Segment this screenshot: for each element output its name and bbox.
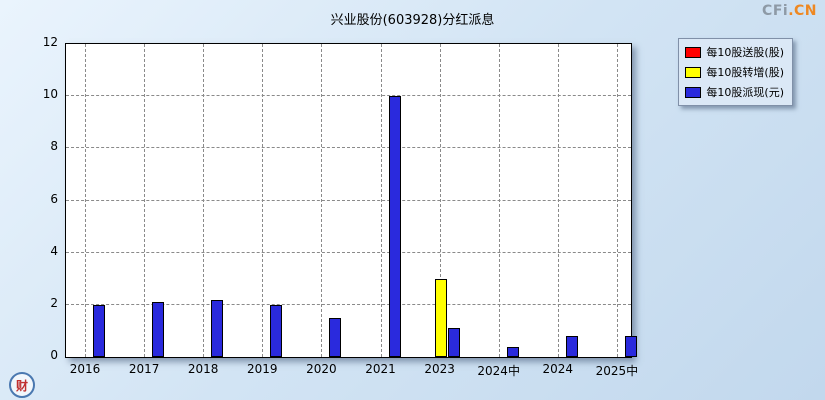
plot-area	[65, 43, 637, 358]
legend-label: 每10股送股(股)	[706, 46, 784, 59]
y-axis-tick-label: 8	[50, 139, 58, 154]
bar	[624, 336, 637, 357]
x-axis-tick-label: 2024中	[477, 364, 520, 378]
x-axis-tick-label: 2025中	[595, 364, 639, 378]
legend-item: 每10股送股(股)	[685, 44, 784, 60]
v-gridline	[262, 44, 264, 357]
legend-swatch	[685, 46, 702, 58]
y-axis-tick-label: 6	[50, 191, 58, 206]
bar	[447, 328, 460, 357]
bar	[270, 304, 283, 357]
legend-item: 每10股转增(股)	[685, 64, 784, 80]
legend-label: 每10股转增(股)	[706, 66, 784, 79]
legend-label: 每10股派现(元)	[706, 86, 784, 99]
x-axis-tick-label: 2021	[365, 362, 396, 376]
v-gridline	[380, 44, 382, 357]
h-gridline	[66, 95, 631, 97]
x-axis-tick-label: 2018	[187, 362, 219, 376]
bar	[565, 336, 578, 357]
bar	[93, 304, 105, 357]
chart-title: 兴业股份(603928)分红派息	[330, 13, 495, 28]
v-gridline	[144, 44, 146, 357]
h-gridline	[66, 303, 631, 305]
bar	[388, 96, 401, 357]
x-axis-tick-label: 2017	[128, 362, 160, 376]
bar	[434, 278, 447, 357]
y-axis-tick-label: 12	[42, 35, 58, 49]
h-gridline	[66, 147, 631, 149]
y-axis-tick-label: 10	[42, 87, 58, 102]
v-gridline	[498, 44, 500, 357]
bar	[329, 317, 342, 357]
v-gridline	[616, 44, 618, 357]
cfi-seal-logo: 财	[9, 372, 35, 398]
v-gridline	[321, 44, 323, 357]
cfi-seal-text: 财	[15, 378, 28, 393]
cfi-cn-logo: CFi.CN	[762, 3, 817, 19]
v-gridline	[85, 44, 86, 357]
legend-swatch	[685, 86, 702, 98]
v-gridline	[557, 44, 559, 357]
y-axis-tick-label: 4	[50, 243, 58, 258]
bar	[211, 299, 224, 357]
x-axis-tick-label: 2019	[247, 362, 278, 376]
h-gridline	[66, 251, 631, 253]
legend-item: 每10股派现(元)	[685, 84, 784, 100]
bar	[506, 346, 519, 357]
x-axis-tick-label: 2024	[542, 362, 574, 376]
x-axis-tick-label: 2016	[69, 362, 101, 376]
h-gridline	[66, 199, 631, 201]
v-gridline	[439, 44, 441, 357]
bar	[152, 302, 165, 357]
legend-swatch	[685, 66, 702, 78]
legend: 每10股送股(股) 每10股转增(股) 每10股派现(元)	[678, 38, 793, 106]
y-axis-tick-label: 0	[50, 348, 58, 362]
x-axis-tick-label: 2020	[306, 362, 337, 376]
cfi-logo-cn-text: .CN	[788, 3, 817, 19]
cfi-logo-text: CFi	[762, 3, 789, 19]
y-axis-tick-label: 2	[50, 295, 58, 310]
v-gridline	[203, 44, 205, 357]
x-axis-tick-label: 2023	[424, 362, 455, 376]
